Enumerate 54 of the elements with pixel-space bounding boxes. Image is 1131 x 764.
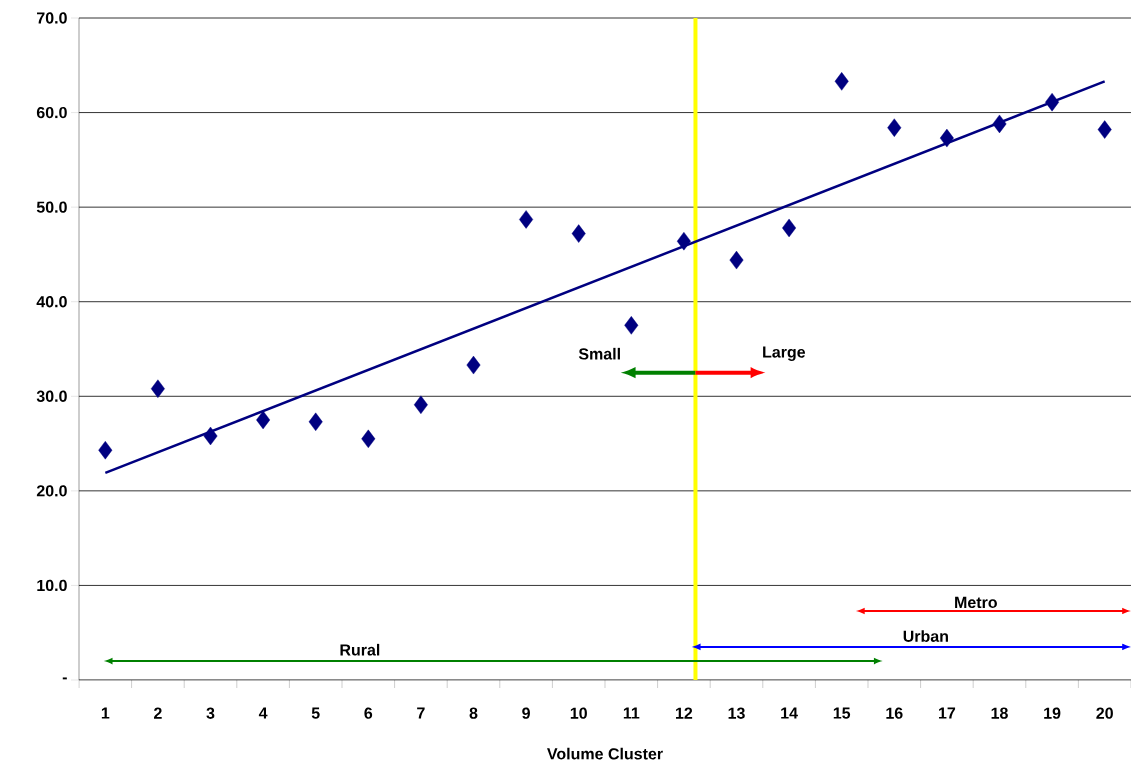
- point: [150, 379, 165, 398]
- x-tick-label: 3: [206, 707, 215, 719]
- point: [782, 218, 797, 238]
- x-axis-title: Volume Cluster: [547, 747, 663, 760]
- y-tick-label: 70.0: [37, 12, 67, 24]
- x-tick-label: 5: [311, 707, 320, 719]
- x-tick-label: 18: [991, 707, 1008, 719]
- x-tick-label: 1: [101, 707, 110, 719]
- point: [466, 355, 481, 375]
- annotation: Large: [763, 346, 806, 361]
- y-tick-label: 50.0: [36, 201, 67, 213]
- point: [571, 224, 586, 243]
- point: [887, 118, 902, 137]
- y-tick-label: 10.0: [37, 579, 67, 592]
- y-tick-label: 20.0: [36, 485, 67, 497]
- point: [308, 412, 323, 432]
- x-tick-label: 10: [570, 707, 587, 719]
- y-tick-label: 30.0: [36, 390, 67, 402]
- annotation: Small: [578, 347, 620, 360]
- point: [729, 250, 744, 270]
- point: [1045, 92, 1060, 112]
- y-tick-label: 40.0: [36, 296, 67, 308]
- annotation: Urban: [903, 630, 948, 642]
- point: [834, 72, 849, 91]
- annotation: Metro: [955, 596, 997, 609]
- x-tick-label: 6: [364, 707, 373, 719]
- x-tick-label: 15: [833, 707, 851, 719]
- point: [361, 429, 376, 449]
- x-tick-label: 12: [676, 707, 693, 719]
- x-tick-label: 16: [886, 707, 903, 719]
- point: [676, 231, 691, 251]
- x-tick-label: 9: [522, 707, 530, 719]
- x-tick-label: 17: [938, 707, 956, 719]
- x-tick-label: 11: [623, 707, 640, 719]
- y-tick-label: -: [62, 677, 67, 680]
- annotation: Rural: [340, 643, 380, 656]
- y-tick-label: 60.0: [36, 106, 67, 119]
- x-tick-label: 2: [154, 707, 162, 719]
- x-tick-label: 4: [258, 707, 268, 719]
- point: [939, 128, 954, 148]
- point: [1097, 120, 1112, 139]
- x-tick-label: 19: [1044, 707, 1061, 719]
- point: [519, 210, 534, 229]
- x-tick-label: 14: [781, 707, 798, 719]
- point: [256, 410, 271, 430]
- point: [413, 395, 428, 414]
- x-tick-label: 13: [728, 707, 745, 719]
- point: [624, 316, 639, 335]
- x-tick-label: 7: [417, 707, 425, 719]
- point: [203, 426, 218, 446]
- x-tick-label: 8: [469, 707, 478, 719]
- point: [992, 114, 1007, 134]
- x-tick-label: 20: [1096, 707, 1113, 719]
- point: [98, 440, 113, 460]
